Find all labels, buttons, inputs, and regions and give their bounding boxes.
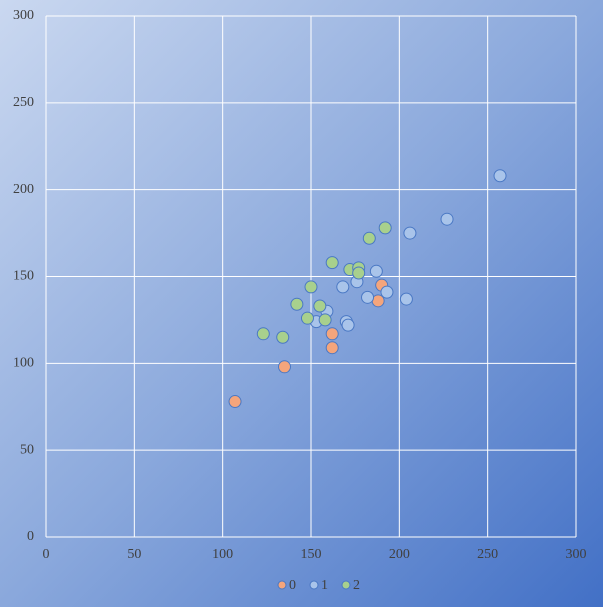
x-tick-label: 300 (566, 547, 587, 562)
point (256, 327, 270, 341)
y-tick-label: 150 (13, 269, 34, 284)
y-tick-label: 200 (13, 182, 34, 197)
point (362, 231, 376, 245)
point (325, 341, 339, 355)
x-tick-label: 200 (389, 547, 410, 562)
point (369, 264, 383, 278)
y-tick-label: 100 (13, 356, 34, 371)
point (228, 395, 242, 409)
point (399, 292, 413, 306)
point (341, 318, 355, 332)
point (403, 226, 417, 240)
x-tick-label: 250 (477, 547, 498, 562)
point (276, 330, 290, 344)
point (300, 311, 314, 325)
y-tick-label: 50 (20, 442, 34, 457)
legend-label: 1 (321, 578, 328, 593)
y-tick-label: 0 (27, 529, 34, 544)
legend-marker (309, 580, 319, 590)
legend-marker (277, 580, 287, 590)
point (318, 313, 332, 327)
legend-label: 0 (289, 578, 296, 593)
x-tick-label: 150 (301, 547, 322, 562)
x-tick-label: 0 (43, 547, 50, 562)
y-tick-label: 250 (13, 95, 34, 110)
point (325, 327, 339, 341)
legend-label: 2 (353, 578, 360, 593)
point (378, 221, 392, 235)
point (440, 212, 454, 226)
point (493, 169, 507, 183)
y-tick-label: 300 (13, 8, 34, 23)
x-tick-label: 100 (212, 547, 233, 562)
x-tick-label: 50 (127, 547, 141, 562)
legend-marker (341, 580, 351, 590)
point (290, 297, 304, 311)
point (313, 299, 327, 313)
point (278, 360, 291, 374)
point (304, 280, 318, 294)
point (325, 256, 339, 270)
point (336, 280, 350, 294)
point (361, 290, 375, 304)
point (380, 285, 394, 299)
point (352, 266, 366, 280)
